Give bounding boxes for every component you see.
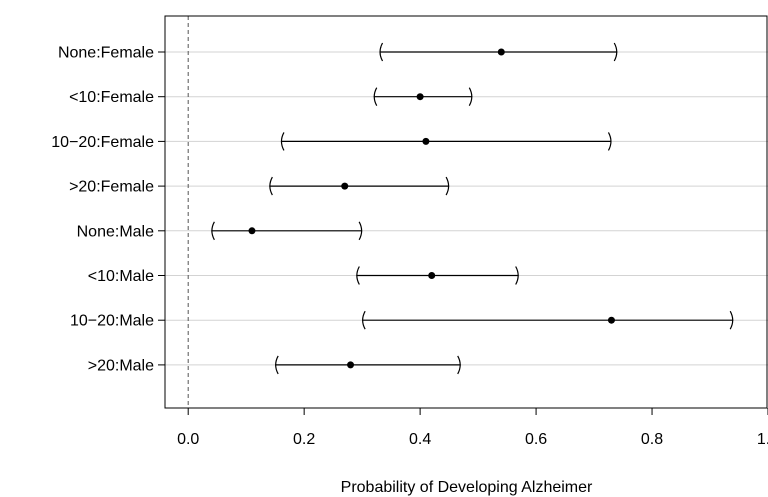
interval-upper-cap-row-7 bbox=[457, 355, 461, 375]
y-tick-label-row-2: 10−20:Female bbox=[51, 134, 154, 151]
interval-upper-cap-row-1 bbox=[468, 87, 473, 106]
interval-lower-cap-row-4 bbox=[211, 221, 215, 241]
x-axis-label: Probability of Developing Alzheimer bbox=[341, 479, 593, 496]
interval-lower-cap-row-1 bbox=[373, 87, 378, 106]
y-tick-label-row-6: 10−20:Male bbox=[70, 313, 154, 330]
interval-lower-cap-row-6 bbox=[362, 310, 366, 330]
x-tick-label-4: 0.8 bbox=[641, 431, 663, 448]
y-tick-label-row-1: <10:Female bbox=[69, 89, 154, 106]
interval-upper-cap-row-6 bbox=[729, 310, 734, 330]
x-tick-label-5: 1.0 bbox=[757, 431, 768, 448]
point-estimate-row-2 bbox=[422, 137, 430, 145]
interval-lower-cap-row-7 bbox=[275, 355, 279, 375]
point-estimate-row-6 bbox=[607, 316, 615, 324]
point-estimate-row-7 bbox=[347, 361, 355, 369]
interval-lower-cap-row-0 bbox=[379, 42, 384, 62]
interval-lower-cap-row-3 bbox=[269, 176, 273, 196]
y-axis-ticks: None:Female <10:Female 10−20:Female >20:Fem… bbox=[51, 45, 165, 374]
point-estimate-row-4 bbox=[248, 227, 256, 235]
y-tick-label-row-0: None:Female bbox=[58, 45, 154, 62]
plot-frame bbox=[164, 15, 768, 409]
y-tick-label-row-3: >20:Female bbox=[69, 179, 154, 196]
interval-upper-cap-row-3 bbox=[445, 176, 450, 196]
x-tick-label-1: 0.2 bbox=[293, 431, 315, 448]
confidence-intervals bbox=[211, 42, 734, 375]
point-estimate-row-3 bbox=[341, 182, 349, 190]
point-estimate-row-1 bbox=[416, 93, 424, 101]
interval-lower-cap-row-2 bbox=[280, 132, 285, 151]
y-tick-label-row-5: <10:Male bbox=[88, 268, 154, 285]
point-estimates bbox=[248, 48, 615, 369]
interval-upper-cap-row-2 bbox=[607, 132, 612, 151]
interval-upper-cap-row-4 bbox=[358, 221, 363, 241]
interval-upper-cap-row-5 bbox=[515, 266, 519, 285]
gridlines bbox=[165, 51, 768, 366]
interval-lower-cap-row-5 bbox=[356, 266, 360, 285]
x-tick-label-2: 0.4 bbox=[409, 431, 431, 448]
interval-upper-cap-row-0 bbox=[613, 42, 618, 62]
point-estimate-row-5 bbox=[428, 272, 436, 279]
point-estimate-row-0 bbox=[497, 48, 505, 56]
x-tick-label-0: 0.0 bbox=[177, 431, 199, 448]
y-tick-label-row-4: None:Male bbox=[77, 223, 154, 240]
y-tick-label-row-7: >20:Male bbox=[88, 357, 154, 374]
x-axis: 0.0 0.2 0.4 0.6 0.8 1.0 bbox=[177, 408, 768, 448]
x-tick-label-3: 0.6 bbox=[525, 431, 547, 448]
